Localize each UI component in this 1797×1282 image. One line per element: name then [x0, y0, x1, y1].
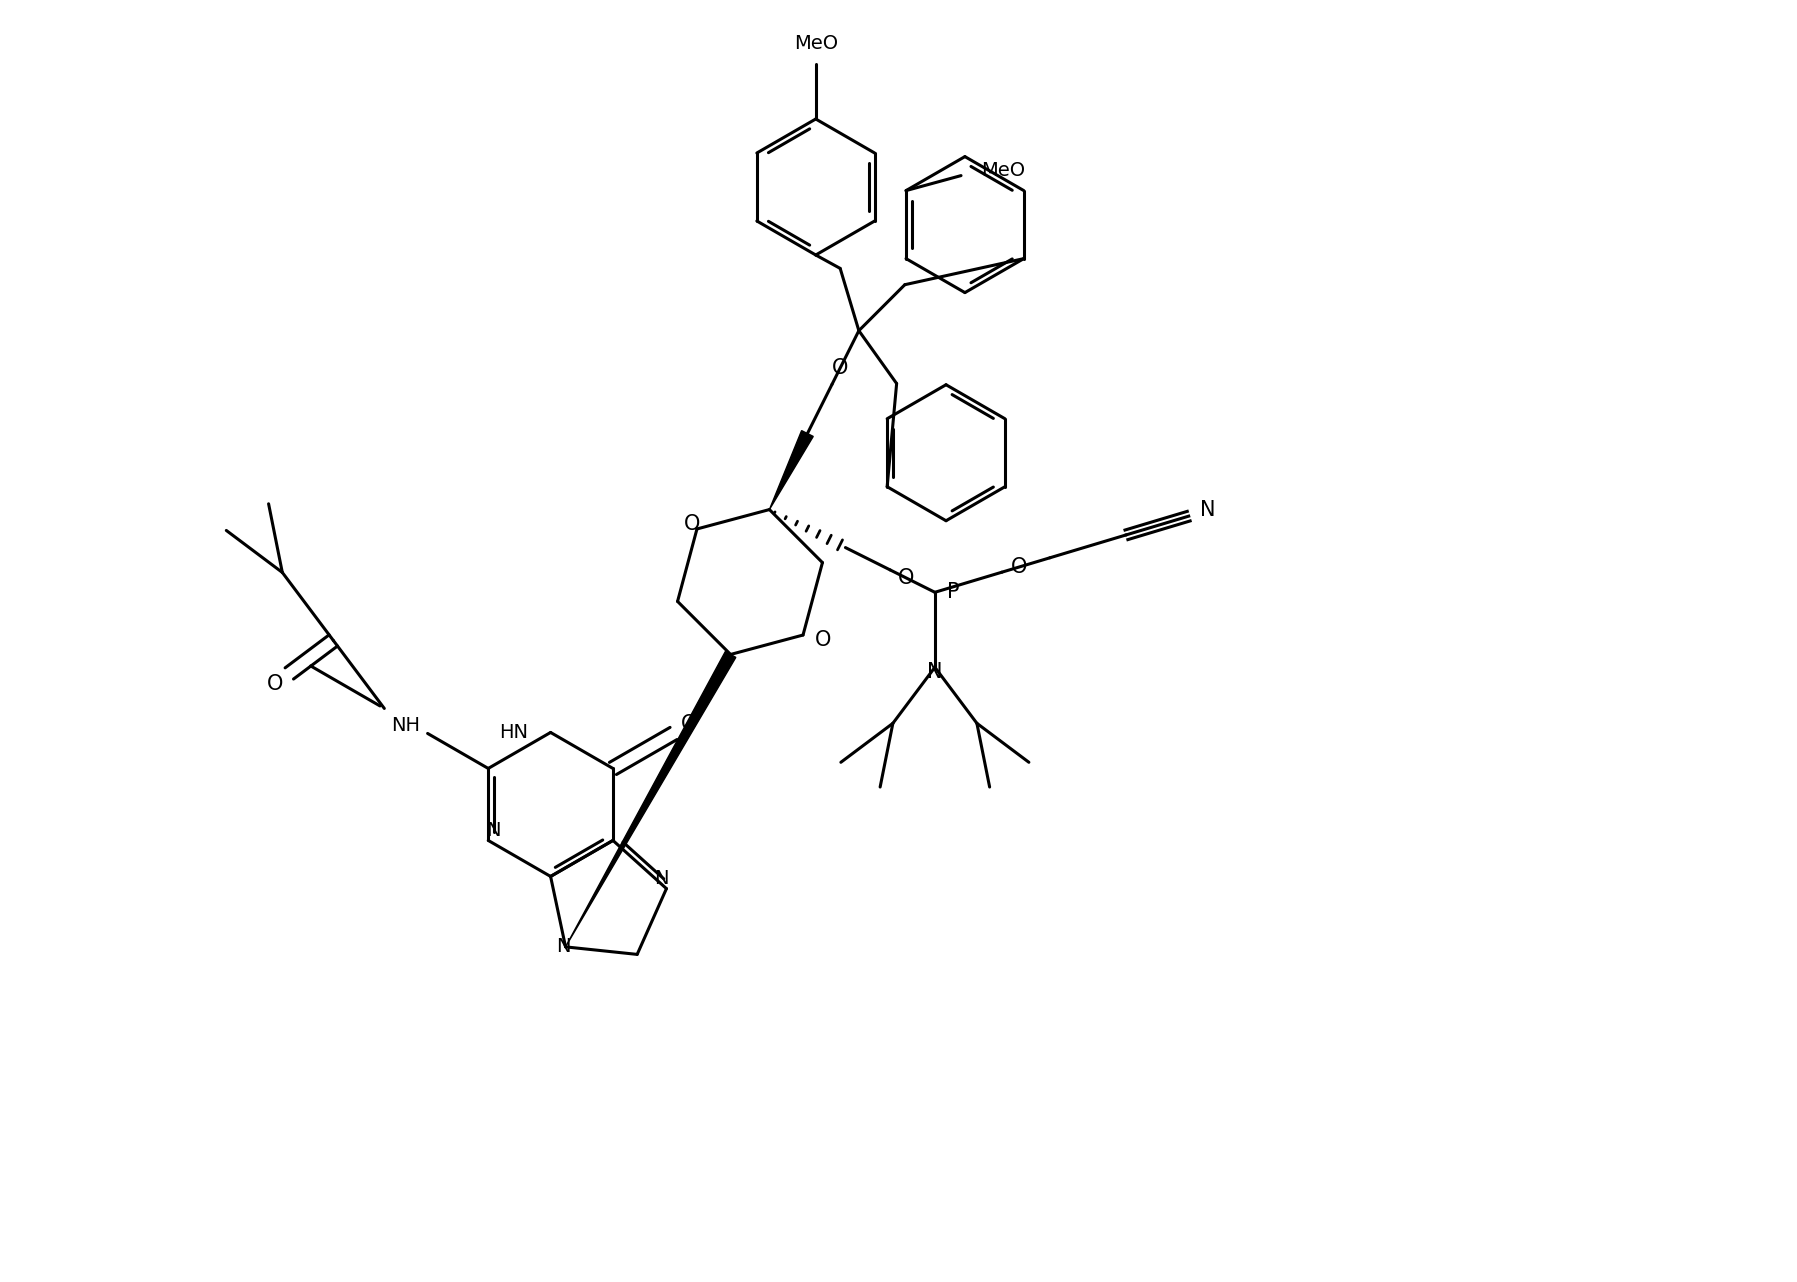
Polygon shape [769, 431, 814, 509]
Text: O: O [814, 629, 832, 650]
Text: O: O [685, 514, 701, 535]
Text: O: O [898, 568, 915, 588]
Text: N: N [557, 937, 571, 956]
Text: O: O [266, 674, 284, 695]
Text: MeO: MeO [794, 35, 837, 54]
Text: MeO: MeO [981, 162, 1024, 179]
Text: O: O [681, 714, 697, 735]
Text: N: N [927, 663, 943, 682]
Text: HN: HN [500, 723, 528, 742]
Text: N: N [1200, 500, 1215, 520]
Text: P: P [947, 582, 960, 603]
Text: NH: NH [392, 717, 420, 736]
Text: N: N [485, 820, 501, 840]
Text: O: O [1012, 556, 1028, 577]
Text: N: N [654, 869, 668, 888]
Text: O: O [832, 358, 848, 378]
Polygon shape [566, 651, 735, 947]
